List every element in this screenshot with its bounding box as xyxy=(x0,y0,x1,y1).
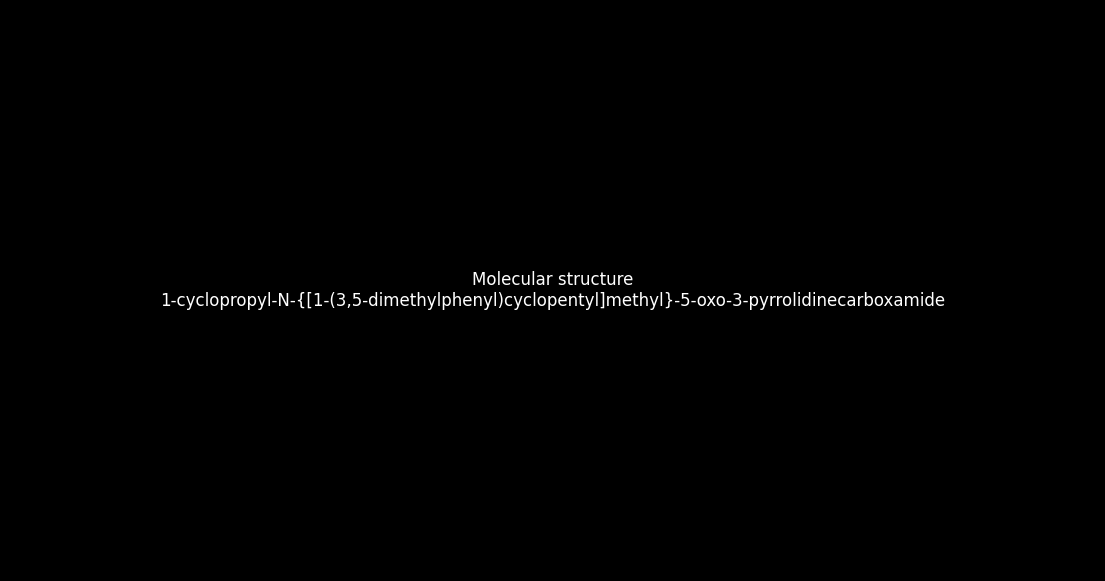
Text: Molecular structure
1-cyclopropyl-N-{[1-(3,5-dimethylphenyl)cyclopentyl]methyl}-: Molecular structure 1-cyclopropyl-N-{[1-… xyxy=(160,271,945,310)
